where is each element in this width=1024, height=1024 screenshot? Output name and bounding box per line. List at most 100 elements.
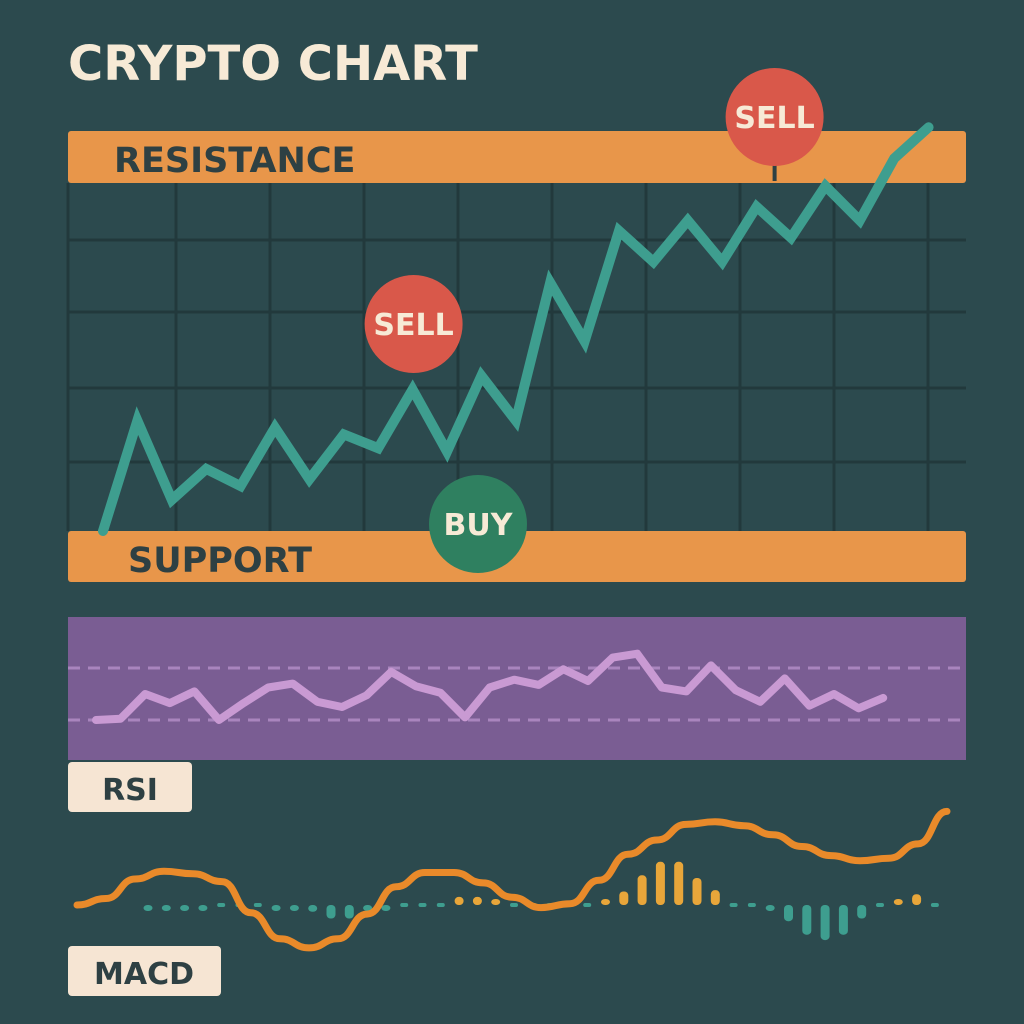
rsi-point [685,690,687,692]
macd-hist-bar [857,905,867,919]
macd-hist-bar [747,903,756,907]
price-point [687,220,689,221]
price-line [98,122,934,536]
rsi-series [68,649,966,724]
macd-hist-bar [253,903,262,907]
macd-point [76,904,78,906]
price-point [928,126,930,128]
sell-marker [725,68,824,166]
price-point [721,261,723,263]
macd-hist-bar [344,905,354,919]
macd-hist-bar [180,905,190,911]
macd-point [627,853,629,855]
macd-line [73,807,951,952]
rsi-point [833,693,835,695]
macd-hist-bar [363,905,373,911]
macd-tag-label: MACD [94,957,194,992]
rsi-point [710,664,712,666]
chart-title: CRYPTO CHART [68,36,478,92]
rsi-point [267,687,269,688]
macd-hist-bar [143,905,153,911]
macd-hist-bar [436,903,445,907]
price-series [98,122,934,536]
price-point [308,478,310,480]
resistance-label: RESISTANCE [114,141,355,181]
macd-point [540,907,542,909]
macd-hist-bar [161,905,171,911]
macd-point [859,860,861,862]
macd-hist-bar [692,878,702,905]
macd-hist-bar [308,905,318,912]
rsi-point [415,685,417,687]
macd-hist-bar [217,903,226,907]
price-point [859,220,861,221]
sell-marker-label: SELL [734,101,814,136]
macd-point [105,898,107,899]
macd-hist-bar [510,903,518,907]
rsi-point [341,706,343,708]
macd-point [598,879,600,881]
rsi-point [661,687,663,688]
macd-point [888,857,890,859]
rsi-point [366,694,368,696]
rsi-point [243,702,245,704]
macd-hist-bar [893,899,903,905]
price-point [480,375,482,377]
price-point [136,420,138,422]
rsi-point [120,718,122,720]
price-point [515,420,517,422]
rsi-point [735,689,737,691]
macd-point [250,912,252,914]
rsi-point [784,677,786,679]
rsi-point [439,692,441,694]
macd-point [163,870,165,872]
macd-point [801,846,803,847]
rsi-point [144,693,146,695]
macd-point [279,938,281,940]
macd-point [772,834,774,836]
macd-hist-bar [198,905,208,911]
price-point [412,389,414,391]
rsi-panel [68,617,966,760]
rsi-point [390,671,392,673]
macd-hist-bar [729,903,738,907]
macd-hist-bar [418,903,427,907]
rsi-point [489,687,491,688]
price-point [756,206,758,208]
macd-point [656,839,658,841]
rsi-point [95,719,97,721]
macd-point [511,896,513,898]
macd-hist-bar [765,905,775,911]
macd-hist-bar [601,899,610,905]
macd-point [685,823,687,825]
rsi-point [612,657,614,659]
macd-point [830,855,832,857]
macd-point [424,872,426,873]
macd-hist-bar [674,861,684,905]
price-point [240,485,242,487]
rsi-tag-label: RSI [102,773,158,808]
macd-point [366,913,368,915]
rsi-point [292,683,294,685]
macd-hist-bar [820,905,830,941]
macd-point [395,886,397,888]
macd-point [134,878,136,880]
macd-hist-bar [619,891,629,905]
price-point [377,447,379,449]
price-point [549,282,551,284]
macd-hist-bar [930,903,939,907]
price-point [102,530,104,532]
sell-marker-label: SELL [373,308,453,343]
support-label: SUPPORT [128,541,312,581]
sell-marker [364,275,463,373]
rsi-point [562,668,564,670]
macd-point [337,938,339,940]
macd-series [73,807,951,952]
macd-hist-bar [838,905,848,935]
price-point [790,237,792,239]
macd-hist-bar [381,905,391,911]
price-point [824,185,826,187]
rsi-point [759,701,761,703]
macd-hist-bar [784,905,793,922]
